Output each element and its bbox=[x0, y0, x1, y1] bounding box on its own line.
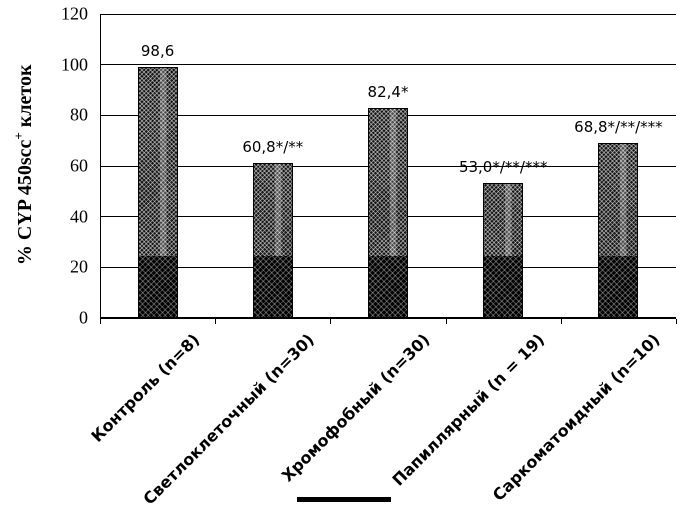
category-label-1: Контроль (n=8) bbox=[87, 330, 204, 446]
category-slot-5: 68,8*/**/*** Саркоматоидный (n=10) bbox=[489, 14, 676, 505]
y-tick-label-0: 0 bbox=[79, 307, 88, 328]
bar-value-label-2: 60,8*/** bbox=[242, 137, 304, 156]
bar-4 bbox=[483, 182, 524, 320]
y-axis-line bbox=[100, 14, 101, 318]
y-tick-label-40: 40 bbox=[70, 206, 88, 227]
x-axis-tick-4 bbox=[560, 319, 562, 324]
category-slot-3: 82,4* Хромофобный (n=30) bbox=[278, 14, 445, 485]
category-slot-1: 98,6 Контроль (n=8) bbox=[87, 14, 215, 446]
category-slot-4: 53,0*/**/*** Папиллярный (n = 19) bbox=[389, 14, 561, 490]
bar-value-label-5: 68,8*/**/*** bbox=[574, 117, 663, 136]
y-tick-label-80: 80 bbox=[70, 104, 88, 125]
x-axis-tick-5 bbox=[676, 319, 677, 324]
bar-value-label-4: 53,0*/**/*** bbox=[458, 157, 548, 176]
category-slot-2: 60,8*/** Светлоклеточный (n=30) bbox=[140, 14, 330, 506]
y-tick-label-60: 60 bbox=[70, 155, 88, 176]
y-tick-labels: 0 20 40 60 80 100 120 bbox=[0, 4, 90, 328]
x-axis-tick-0 bbox=[100, 319, 101, 324]
x-axis-tick-2 bbox=[330, 319, 332, 324]
y-tick-label-20: 20 bbox=[70, 256, 88, 277]
x-axis-line bbox=[100, 317, 676, 319]
gridline-100 bbox=[100, 64, 676, 66]
bar-2 bbox=[252, 162, 293, 320]
x-ticks bbox=[100, 319, 677, 325]
x-axis-tick-3 bbox=[445, 319, 447, 324]
page-artifact-mark bbox=[297, 497, 391, 502]
bar-1 bbox=[137, 67, 178, 319]
bar-value-label-1: 98,6 bbox=[140, 42, 175, 61]
y-tick-label-100: 100 bbox=[61, 54, 88, 75]
plot-area: 98,6 Контроль (n=8) 60,8*/** Светлоклеточны… bbox=[87, 13, 676, 506]
bar-3 bbox=[368, 108, 408, 319]
bar-value-label-3: 82,4* bbox=[367, 83, 409, 102]
x-axis-tick-1 bbox=[215, 319, 217, 324]
y-tick-label-120: 120 bbox=[61, 3, 88, 24]
gridline-120 bbox=[100, 13, 676, 15]
bars: 98,6 Контроль (n=8) 60,8*/** Светлоклеточны… bbox=[87, 14, 676, 506]
bar-5 bbox=[598, 142, 639, 320]
